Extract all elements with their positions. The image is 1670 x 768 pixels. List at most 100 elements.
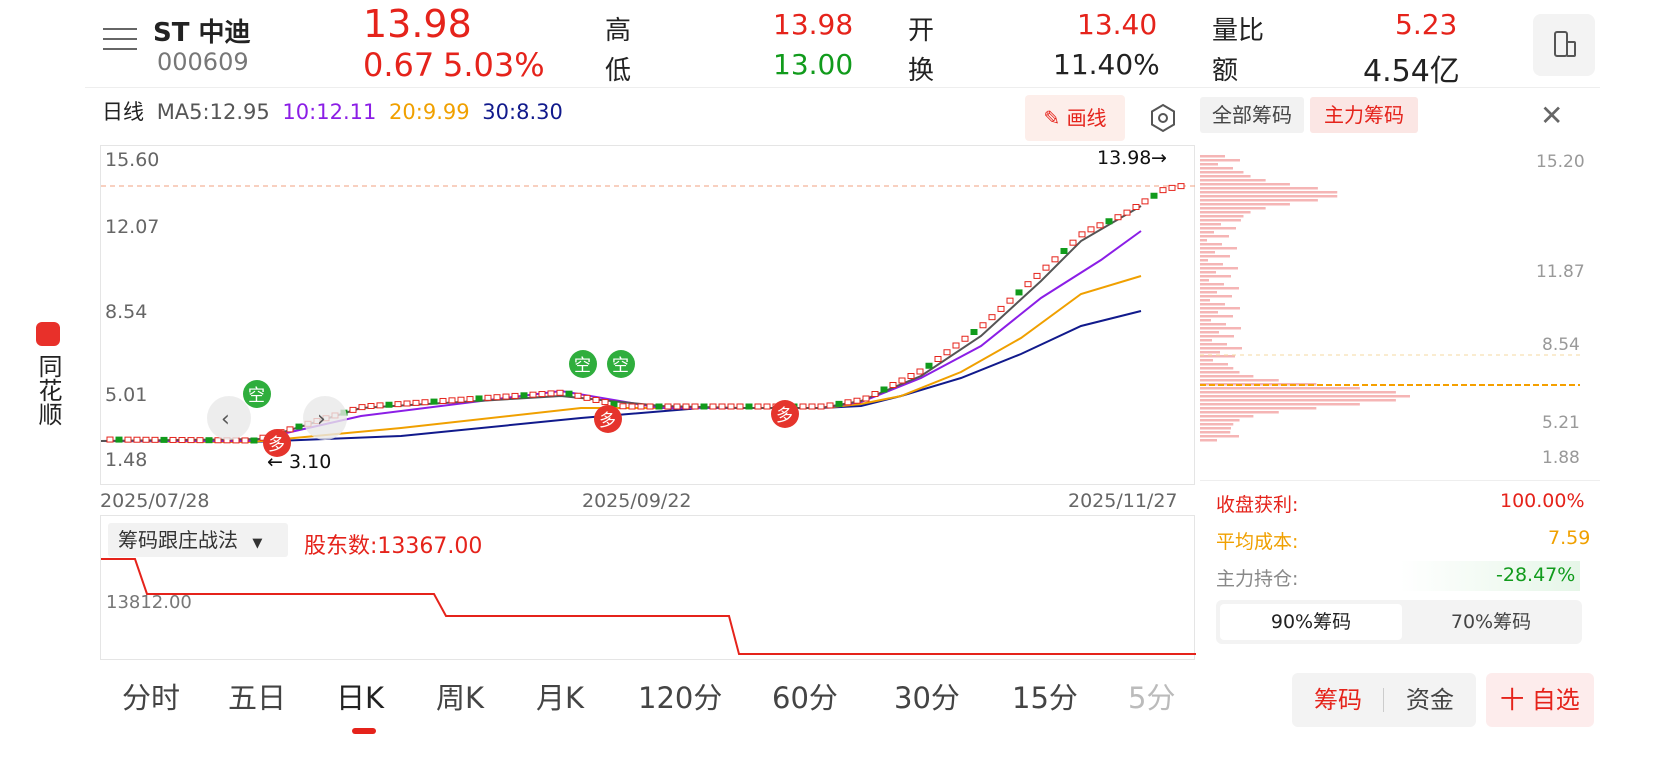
candle — [439, 397, 447, 404]
close-icon[interactable]: ✕ — [1540, 99, 1564, 132]
candle — [466, 396, 474, 403]
ma10-line — [101, 230, 1142, 442]
candle — [1150, 192, 1158, 199]
chip-bar — [1200, 219, 1241, 222]
kline-chart[interactable]: 15.60 12.07 8.54 5.01 1.48 空 空 空 多 — [100, 145, 1196, 485]
device-toggle-button[interactable] — [1533, 14, 1595, 76]
tab-month-k[interactable]: 月K — [536, 681, 585, 715]
chip-bar — [1200, 251, 1215, 254]
tab-main-chips[interactable]: 主力筹码 — [1310, 97, 1418, 133]
tab-week-k[interactable]: 周K — [436, 681, 485, 715]
low-marker-arrow: ← — [267, 451, 283, 473]
tab-120min[interactable]: 120分 — [638, 681, 723, 715]
candle — [475, 395, 483, 402]
chart-settings-icon[interactable] — [1148, 103, 1178, 137]
chips-funds-switch: 筹码 资金 — [1292, 673, 1476, 727]
draw-line-button[interactable]: ✎ 画线 — [1025, 95, 1125, 141]
candle — [682, 403, 690, 410]
svg-text:空: 空 — [574, 356, 591, 376]
tab-day-k[interactable]: 日K — [336, 681, 385, 715]
amount-value: 4.54亿 — [1363, 54, 1460, 89]
chip-bar — [1200, 363, 1228, 366]
candle — [394, 401, 402, 408]
candle — [1024, 281, 1032, 288]
x-tick: 2025/11/27 — [1068, 490, 1178, 512]
candle — [583, 394, 591, 401]
candle — [709, 403, 717, 410]
tab-60min[interactable]: 60分 — [772, 681, 838, 715]
x-tick: 2025/09/22 — [582, 490, 692, 512]
open-value: 13.40 — [1077, 8, 1158, 41]
candle — [925, 362, 933, 369]
chip-bar — [1200, 243, 1222, 246]
add-watchlist-button[interactable]: 十 自选 — [1486, 673, 1594, 727]
chip-bar — [1200, 187, 1318, 190]
ma5-value: MA5:12.95 — [156, 100, 270, 124]
tab-five-day[interactable]: 五日 — [228, 681, 287, 715]
chip-bar — [1200, 391, 1396, 394]
chip-bar — [1200, 319, 1211, 322]
chip-bar — [1200, 307, 1240, 310]
scroll-left-button[interactable]: ‹ — [207, 396, 251, 440]
holder-count-line — [101, 558, 1196, 655]
candle — [286, 426, 294, 433]
chip-price-tick: 8.54 — [1542, 335, 1580, 355]
low-value: 13.00 — [773, 48, 854, 81]
y-tick: 12.07 — [105, 216, 159, 238]
chip-bar — [1200, 259, 1208, 262]
candle — [457, 396, 465, 403]
scroll-right-button[interactable]: › — [303, 396, 347, 440]
candle — [385, 401, 393, 408]
candle — [1042, 264, 1050, 271]
candle — [151, 436, 159, 443]
chips-distribution-panel: 全部筹码 主力筹码 ✕ 15.20 11.87 8.54 5.21 1.88 收… — [1200, 95, 1600, 660]
draw-line-label: 画线 — [1066, 106, 1107, 130]
chip-bar — [1200, 427, 1231, 430]
candle — [916, 368, 924, 375]
chip-bar — [1200, 399, 1396, 402]
chip-bar — [1200, 247, 1237, 250]
candle — [178, 437, 186, 444]
chip-bar — [1200, 439, 1217, 442]
app-brand: 同花顺 — [28, 322, 68, 426]
chip-bar — [1200, 263, 1223, 266]
stock-name: ST 中迪 — [153, 18, 251, 48]
chip-bar — [1200, 375, 1254, 378]
candle — [628, 403, 636, 410]
chip-bar — [1200, 359, 1213, 362]
candle — [358, 404, 366, 411]
chip-bar — [1200, 279, 1209, 282]
chips-70-button[interactable]: 70%筹码 — [1450, 611, 1532, 633]
amount-label: 额 — [1212, 56, 1239, 86]
period-label: 日线 — [102, 100, 144, 124]
dropdown-arrow-icon: ▼ — [252, 536, 263, 551]
chip-bar — [1200, 371, 1240, 374]
tab-15min[interactable]: 15分 — [1012, 681, 1078, 715]
chips-button[interactable]: 筹码 — [1314, 686, 1362, 714]
turnover-value: 11.40% — [1053, 48, 1160, 81]
candle — [1132, 204, 1140, 210]
indicator-selector[interactable]: 筹码跟庄战法 ▼ — [108, 523, 288, 557]
volume-ratio-value: 5.23 — [1395, 8, 1458, 41]
chips-90-button[interactable]: 90%筹码 — [1220, 604, 1402, 640]
phone-icon — [1554, 31, 1576, 57]
chip-bar — [1200, 387, 1360, 390]
candle — [367, 403, 375, 410]
candle — [1114, 214, 1122, 221]
funds-button[interactable]: 资金 — [1406, 686, 1454, 714]
indicator-selector-label: 筹码跟庄战法 — [118, 528, 238, 552]
candle — [898, 377, 906, 384]
tab-5min[interactable]: 5分 — [1128, 681, 1176, 715]
tab-all-chips[interactable]: 全部筹码 — [1200, 97, 1304, 133]
candle — [547, 390, 555, 397]
tab-intraday[interactable]: 分时 — [122, 681, 181, 715]
svg-text:空: 空 — [248, 386, 265, 406]
tab-30min[interactable]: 30分 — [894, 681, 960, 715]
menu-icon[interactable] — [103, 28, 137, 56]
candle — [853, 397, 861, 404]
x-tick: 2025/07/28 — [100, 490, 210, 512]
stock-code: 000609 — [157, 48, 249, 76]
chip-bar — [1200, 255, 1230, 258]
chip-bar — [1200, 283, 1224, 286]
candle — [1141, 198, 1149, 205]
